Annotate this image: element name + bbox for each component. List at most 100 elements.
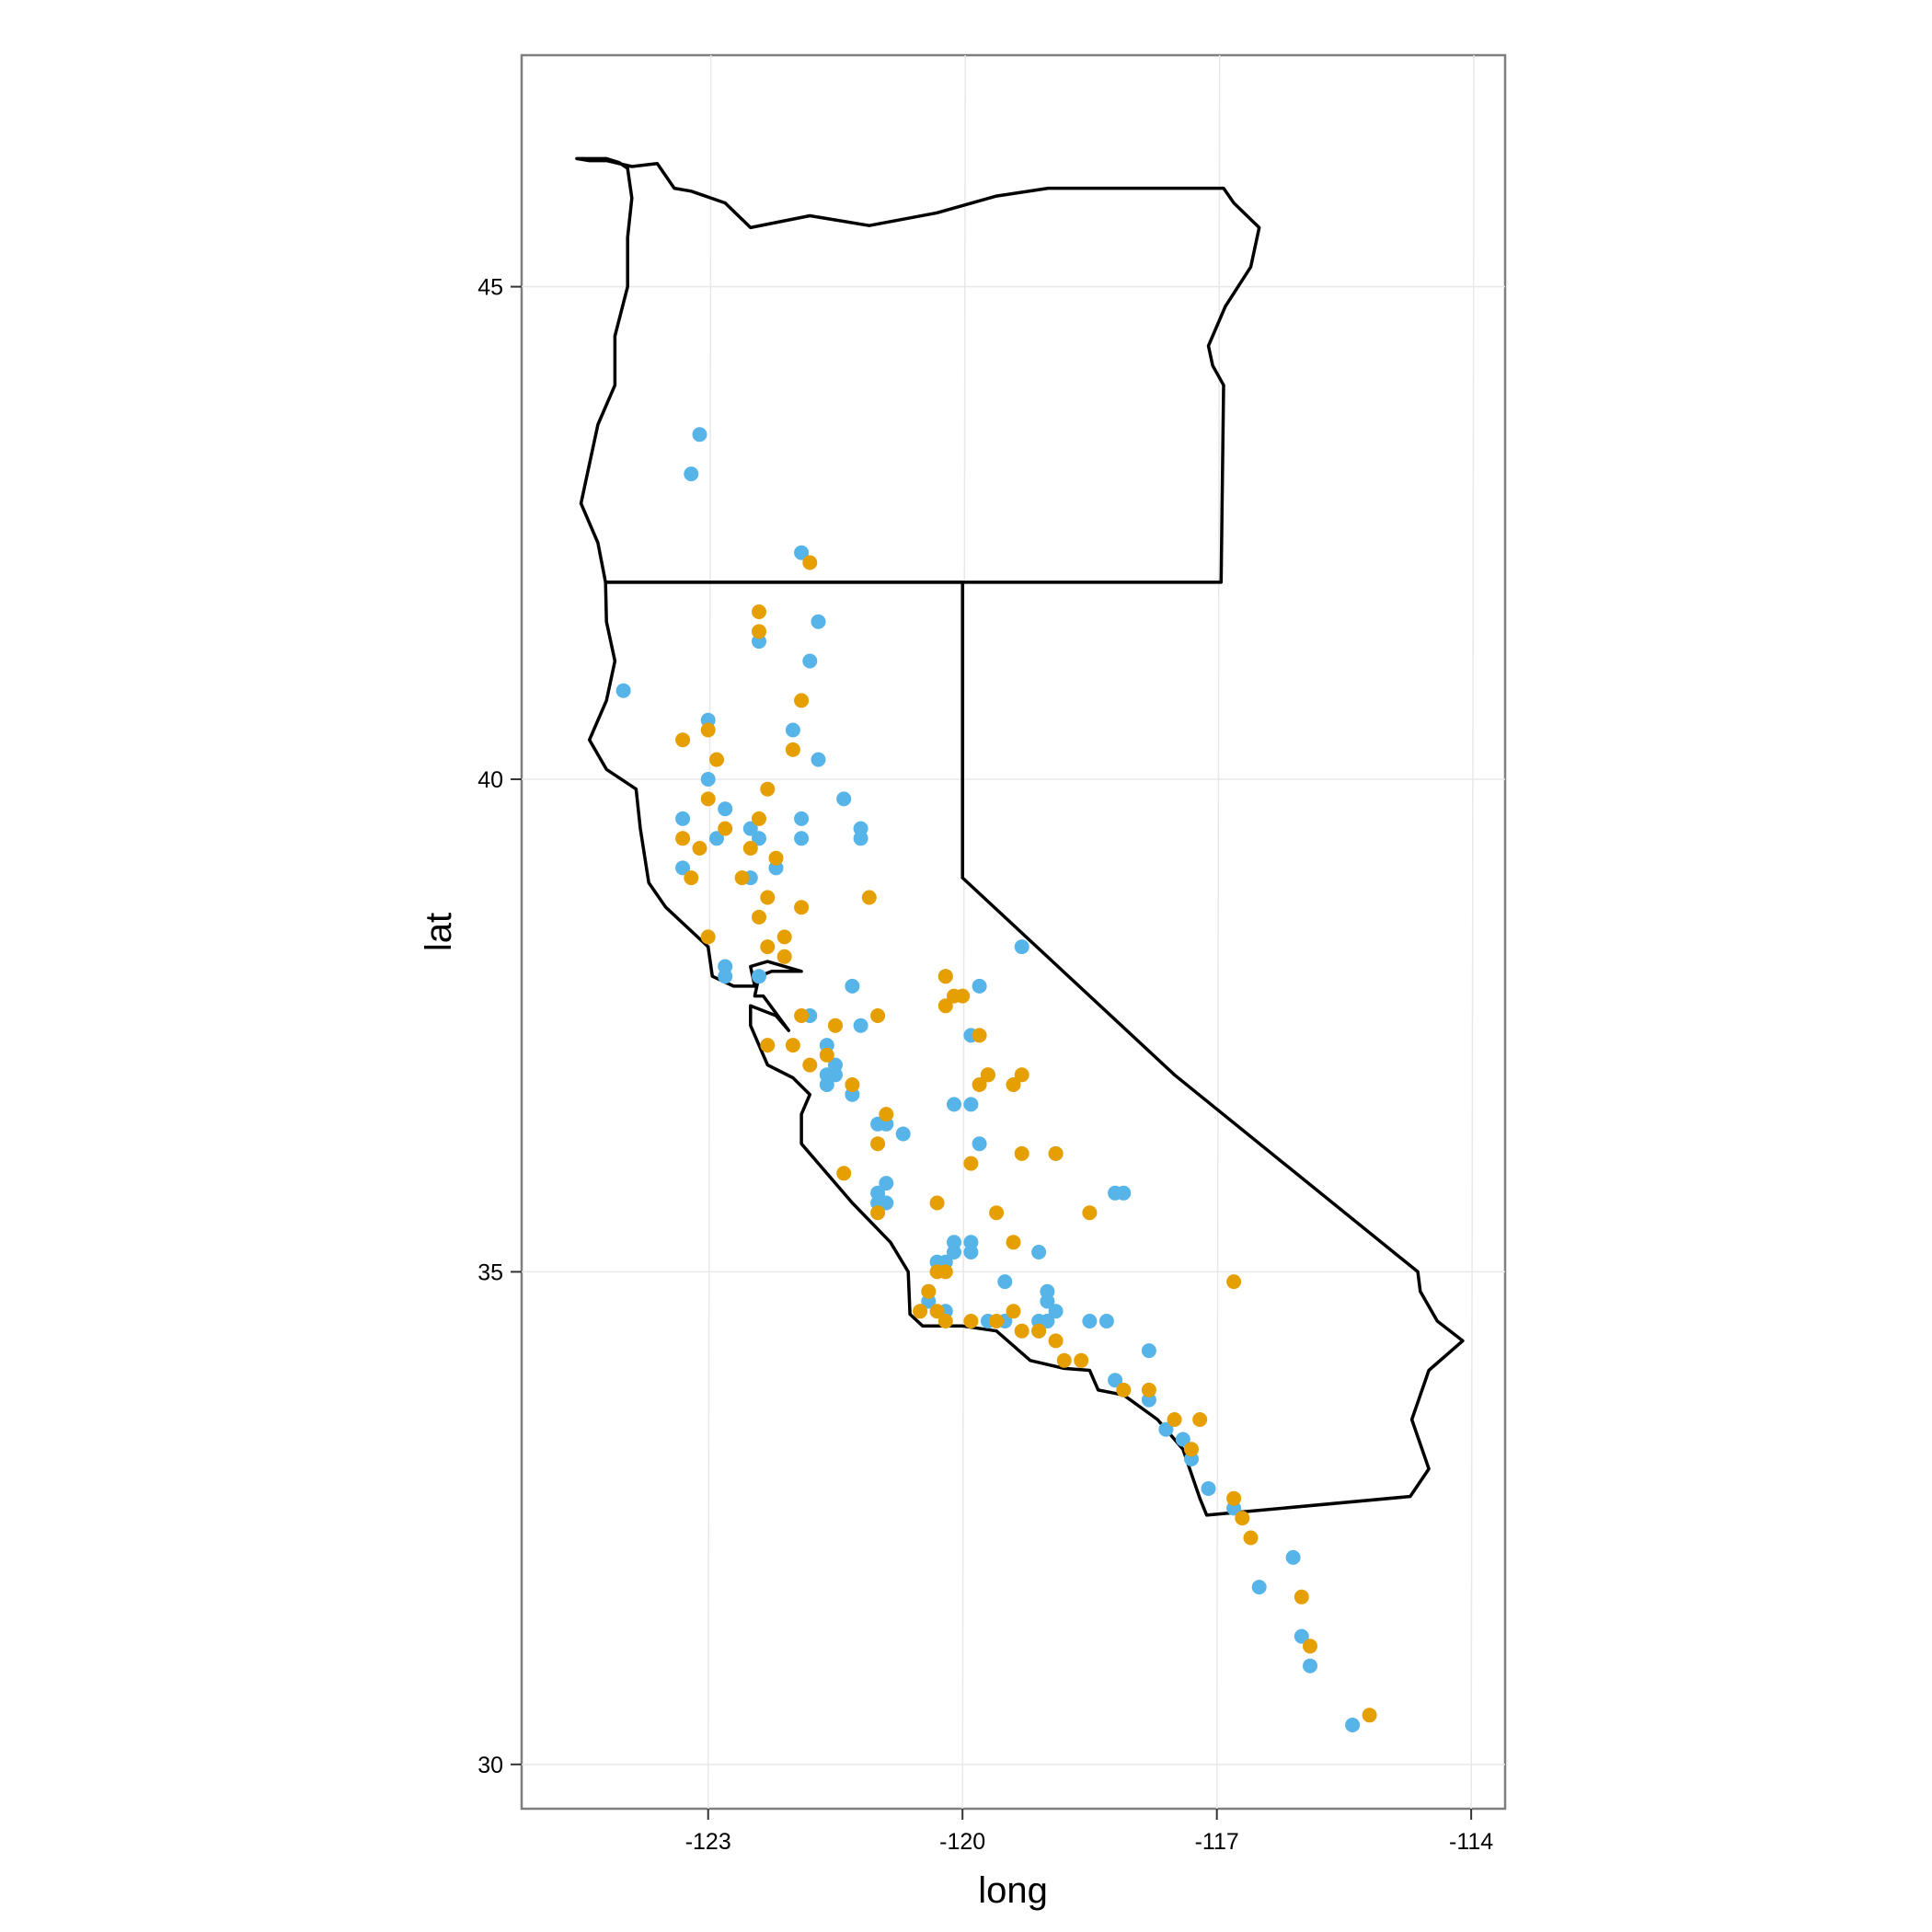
data-point: [794, 1008, 810, 1023]
data-point: [760, 1038, 776, 1053]
data-point: [802, 1057, 818, 1073]
data-point: [1014, 1067, 1029, 1083]
state-outlines: [575, 156, 1465, 1517]
data-point: [861, 890, 877, 905]
data-point: [828, 1067, 843, 1083]
data-point: [1031, 1323, 1047, 1339]
data-point: [675, 860, 691, 876]
plot-panel: [520, 53, 1507, 1811]
data-point: [963, 1245, 979, 1259]
data-point: [972, 1077, 987, 1092]
data-point: [776, 949, 792, 964]
data-point: [684, 870, 699, 886]
y-tick-label: 30: [477, 1753, 503, 1778]
data-point: [929, 1304, 945, 1319]
data-point: [1226, 1490, 1242, 1506]
data-point: [700, 791, 716, 807]
data-point: [785, 1038, 800, 1053]
data-point: [692, 427, 707, 443]
data-point: [963, 1156, 979, 1171]
data-point: [836, 1166, 852, 1181]
data-point: [1251, 1580, 1267, 1595]
data-point: [1226, 1274, 1242, 1290]
data-point: [963, 1314, 979, 1328]
data-point: [870, 1008, 886, 1023]
data-point: [1040, 1294, 1055, 1309]
data-point: [1141, 1343, 1156, 1359]
data-point: [752, 831, 766, 846]
data-point: [802, 555, 818, 570]
y-tick-label: 35: [477, 1259, 503, 1285]
data-point: [675, 811, 691, 826]
data-point: [997, 1274, 1013, 1290]
oregon-outline: [575, 156, 1261, 584]
data-point: [776, 929, 792, 945]
data-point: [1040, 1314, 1055, 1328]
data-point: [989, 1314, 1005, 1328]
data-point: [828, 1018, 843, 1033]
data-point: [742, 841, 758, 856]
data-point: [1175, 1432, 1190, 1447]
data-point: [752, 811, 766, 826]
data-point: [1192, 1412, 1208, 1427]
data-point: [760, 939, 776, 955]
california-outline: [587, 581, 1465, 1517]
data-point: [819, 1077, 834, 1092]
data-point: [752, 624, 766, 639]
x-gridline: [1215, 54, 1221, 1810]
data-point: [853, 831, 868, 846]
data-point: [1014, 1323, 1029, 1339]
data-point: [768, 850, 784, 866]
data-point: [1141, 1382, 1156, 1397]
data-point: [913, 1304, 928, 1319]
data-point: [718, 821, 733, 836]
data-point: [1294, 1628, 1309, 1644]
data-point: [794, 900, 810, 915]
data-point: [879, 1195, 894, 1211]
data-point: [853, 1018, 868, 1033]
panel-background: [520, 53, 1507, 1811]
data-point: [1108, 1373, 1123, 1388]
data-point: [1074, 1352, 1089, 1368]
data-point: [700, 929, 716, 945]
data-point: [734, 870, 750, 886]
data-point: [709, 831, 724, 846]
data-point: [937, 998, 953, 1014]
data-point: [1345, 1718, 1361, 1732]
data-point: [972, 1136, 987, 1152]
y-axis-title: lat: [419, 913, 459, 951]
data-point: [675, 831, 691, 846]
data-point: [1048, 1145, 1064, 1161]
data-point: [794, 831, 810, 846]
y-axis: 30 35 40 45: [477, 275, 522, 1778]
data-point: [752, 604, 766, 619]
data-point: [1006, 1077, 1021, 1092]
data-point: [929, 1264, 945, 1280]
data-point: [921, 1283, 937, 1299]
data-point: [963, 1097, 979, 1112]
data-point: [1235, 1511, 1250, 1526]
data-point: [845, 1077, 860, 1092]
data-point: [1303, 1658, 1317, 1673]
data-point: [811, 752, 826, 767]
data-point: [947, 988, 961, 1004]
data-point: [1285, 1549, 1301, 1565]
data-point: [802, 653, 818, 669]
data-point: [947, 1097, 961, 1112]
data-point: [1056, 1352, 1072, 1368]
x-axis-title: long: [978, 1870, 1048, 1911]
data-point: [1014, 1145, 1029, 1161]
data-point: [794, 545, 810, 560]
data-point: [972, 1028, 987, 1043]
data-point: [1243, 1530, 1259, 1546]
gridlines: [522, 54, 1505, 1810]
data-point: [1184, 1442, 1199, 1457]
data-point: [700, 772, 716, 787]
data-point: [718, 969, 733, 984]
data-point: [709, 752, 724, 767]
y-tick-label: 40: [477, 767, 503, 793]
data-point: [895, 1126, 911, 1142]
data-point: [785, 742, 800, 757]
x-gridline: [961, 54, 966, 1810]
data-point: [1048, 1304, 1064, 1319]
